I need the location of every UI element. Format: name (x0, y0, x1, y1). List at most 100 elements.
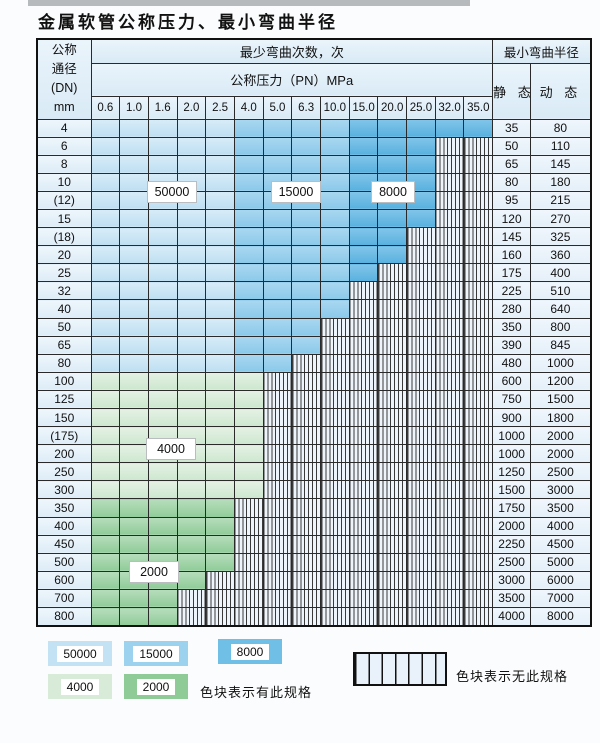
spec-cell (176, 516, 207, 536)
dn-cell: 50 (36, 317, 92, 337)
spec-cell (90, 588, 121, 609)
spec-cell (119, 426, 149, 446)
dynamic-radius-cell: 2000 (530, 444, 592, 464)
no-spec-hatch-cell (348, 299, 379, 319)
spec-cell (262, 281, 293, 301)
spec-cell (119, 263, 149, 283)
no-spec-hatch-cell (377, 516, 408, 536)
no-spec-hatch-cell (348, 462, 379, 482)
no-spec-hatch-cell (463, 371, 494, 391)
dynamic-radius-cell: 80 (530, 118, 592, 138)
spec-cell (233, 263, 264, 283)
spec-cell (205, 389, 235, 410)
spec-cell (320, 172, 350, 192)
spec-cell (147, 263, 178, 283)
spec-cell (377, 227, 408, 247)
no-spec-hatch-cell (291, 607, 321, 627)
spec-cell (119, 172, 149, 192)
spec-cell (90, 607, 121, 627)
spec-cell (348, 154, 379, 174)
static-radius-cell: 95 (492, 190, 532, 210)
spec-cell (147, 227, 178, 247)
spec-cell (205, 136, 235, 156)
no-spec-hatch-cell (233, 516, 264, 536)
no-spec-hatch-cell (348, 426, 379, 446)
spec-cell (233, 407, 264, 428)
dn-cell: 350 (36, 498, 92, 518)
spec-cell (90, 281, 121, 301)
legend-box-8000: 8000 (218, 639, 282, 664)
no-spec-hatch-cell (320, 480, 350, 500)
spec-cell (291, 227, 321, 247)
no-spec-hatch-cell (291, 534, 321, 554)
pressure-value-header: 5.0 (262, 95, 293, 120)
legend-hatch-swatch (353, 652, 447, 686)
spec-cell (176, 227, 207, 247)
no-spec-hatch-cell (463, 353, 494, 373)
no-spec-hatch-cell (463, 136, 494, 156)
spec-cell (119, 371, 149, 391)
dn-cell: 15 (36, 208, 92, 229)
zone-label-15000: 15000 (271, 181, 321, 203)
legend-label-50000: 50000 (57, 645, 103, 662)
no-spec-hatch-cell (320, 444, 350, 464)
no-spec-hatch-cell (406, 426, 436, 446)
static-radius-cell: 2500 (492, 552, 532, 572)
spec-cell (90, 426, 121, 446)
no-spec-hatch-cell (406, 498, 436, 518)
spec-cell (176, 498, 207, 518)
spec-cell (90, 154, 121, 174)
no-spec-hatch-cell (377, 462, 408, 482)
dynamic-radius-cell: 510 (530, 281, 592, 301)
spec-cell (119, 588, 149, 609)
spec-cell (90, 118, 121, 138)
spec-cell (348, 227, 379, 247)
static-radius-cell: 4000 (492, 607, 532, 627)
spec-cell (176, 299, 207, 319)
spec-cell (176, 335, 207, 355)
spec-cell (147, 389, 178, 410)
spec-cell (262, 335, 293, 355)
pressure-value-header: 15.0 (348, 95, 379, 120)
no-spec-hatch-cell (291, 552, 321, 572)
spec-cell (90, 263, 121, 283)
no-spec-hatch-cell (463, 389, 494, 410)
spec-cell (434, 118, 465, 138)
no-spec-hatch-cell (262, 498, 293, 518)
dynamic-radius-cell: 180 (530, 172, 592, 192)
no-spec-hatch-cell (406, 281, 436, 301)
dn-cell: 400 (36, 516, 92, 536)
no-spec-hatch-cell (348, 534, 379, 554)
table-row: 300 1500 3000 (36, 480, 592, 500)
spec-cell (205, 208, 235, 229)
no-spec-hatch-cell (377, 263, 408, 283)
spec-cell (90, 516, 121, 536)
spec-cell (90, 190, 121, 210)
dynamic-radius-cell: 6000 (530, 570, 592, 590)
dn-cell: 800 (36, 607, 92, 627)
spec-cell (176, 570, 207, 590)
spec-cell (147, 118, 178, 138)
no-spec-hatch-cell (434, 353, 465, 373)
no-spec-hatch-cell (434, 516, 465, 536)
no-spec-hatch-cell (377, 570, 408, 590)
table-row: 700 3500 7000 (36, 588, 592, 609)
pressure-value-header: 35.0 (463, 95, 494, 120)
spec-cell (233, 426, 264, 446)
no-spec-hatch-cell (262, 570, 293, 590)
header-row-2: 公称压力（PN）MPa 静 态 动 态 (37, 62, 592, 120)
table-row: 800 4000 8000 (36, 607, 592, 627)
no-spec-hatch-cell (434, 136, 465, 156)
dn-cell: 40 (36, 299, 92, 319)
spec-cell (205, 190, 235, 210)
spec-cell (205, 281, 235, 301)
dynamic-radius-cell: 800 (530, 317, 592, 337)
spec-cell (147, 208, 178, 229)
no-spec-hatch-cell (205, 607, 235, 627)
no-spec-hatch-cell (463, 281, 494, 301)
no-spec-hatch-cell (434, 227, 465, 247)
spec-cell (90, 353, 121, 373)
spec-cell (348, 172, 379, 192)
spec-cell (205, 407, 235, 428)
no-spec-hatch-cell (320, 426, 350, 446)
